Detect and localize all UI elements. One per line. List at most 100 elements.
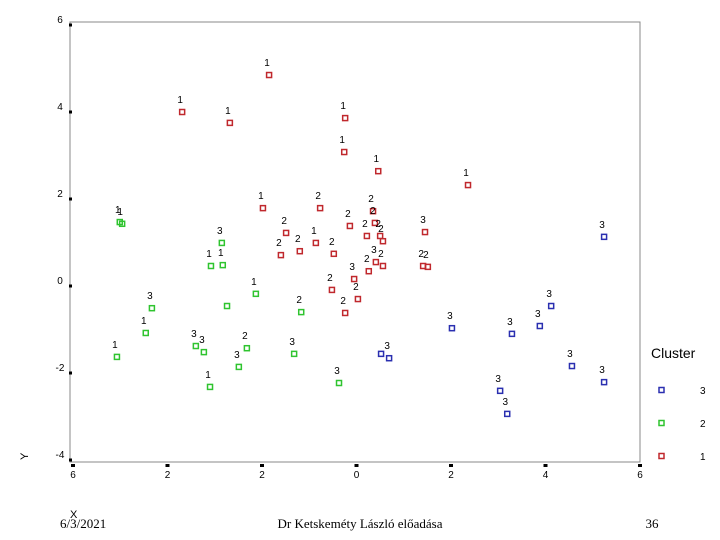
point-label: 2 — [375, 219, 381, 230]
point — [496, 387, 504, 395]
point — [282, 229, 290, 237]
point-label: 1 — [115, 205, 121, 216]
point-label: 1 — [112, 340, 118, 351]
point-label: 2 — [296, 295, 302, 306]
point — [379, 262, 387, 270]
point-label: 3 — [502, 397, 508, 408]
point-label: 1 — [258, 191, 264, 202]
legend-label: 2 — [700, 419, 706, 430]
y-tick-mark — [69, 458, 72, 462]
point — [235, 363, 243, 371]
point — [503, 410, 511, 418]
point — [330, 250, 338, 258]
point — [148, 304, 156, 312]
x-tick-label: 2 — [448, 470, 454, 481]
x-tick-label: 0 — [354, 470, 360, 481]
point — [363, 232, 371, 240]
y-tick-mark — [69, 284, 72, 288]
point — [508, 330, 516, 338]
point-label: 3 — [567, 349, 573, 360]
point-label: 1 — [463, 168, 469, 179]
point-label: 3 — [334, 366, 340, 377]
point-label: 2 — [418, 249, 424, 260]
point-label: 1 — [177, 95, 183, 106]
point-label: 1 — [218, 248, 224, 259]
point-label: 2 — [281, 216, 287, 227]
point — [369, 207, 377, 215]
point-label: 1 — [251, 277, 257, 288]
point — [568, 362, 576, 370]
x-tick-mark — [638, 464, 642, 467]
point-label: 3 — [495, 374, 501, 385]
point-label: 2 — [295, 234, 301, 245]
point-label: 2 — [368, 194, 374, 205]
point — [448, 324, 456, 332]
x-tick-label: 2 — [165, 470, 171, 481]
point — [290, 350, 298, 358]
x-tick-mark — [354, 464, 359, 467]
point-label: 2 — [242, 331, 248, 342]
point-label: 1 — [340, 101, 346, 112]
point — [328, 286, 336, 294]
y-tick-label: -2 — [56, 363, 65, 374]
point — [206, 383, 214, 391]
point — [192, 342, 200, 350]
point — [341, 114, 349, 122]
point-label: 2 — [378, 249, 384, 260]
x-tick-label: 6 — [637, 470, 643, 481]
legend-label: 3 — [700, 386, 706, 397]
point-label: 3 — [371, 245, 377, 256]
point-label: 3 — [217, 226, 223, 237]
point-label: 3 — [535, 309, 541, 320]
x-tick-mark — [543, 464, 548, 467]
point — [219, 261, 227, 269]
point — [316, 204, 324, 212]
footer-page: 36 — [646, 516, 660, 531]
point — [142, 329, 150, 337]
point-label: 1 — [206, 249, 212, 260]
x-tick-mark — [449, 464, 453, 467]
point — [354, 295, 362, 303]
point-label: 1 — [225, 106, 231, 117]
point — [277, 251, 285, 259]
point — [312, 239, 320, 247]
point — [600, 378, 608, 386]
point-label: 2 — [340, 296, 346, 307]
point — [385, 354, 393, 362]
x-tick-mark — [165, 464, 170, 467]
point — [296, 247, 304, 255]
point — [372, 258, 380, 266]
point-label: 3 — [199, 335, 205, 346]
point — [346, 222, 354, 230]
point — [379, 237, 387, 245]
point-label: 3 — [599, 220, 605, 231]
point-label: 3 — [349, 262, 355, 273]
point-label: 2 — [378, 224, 384, 235]
legend-label: 1 — [700, 452, 706, 463]
footer-author: Dr Ketskeméty László előadása — [278, 516, 443, 531]
y-tick-mark — [69, 23, 72, 27]
point — [265, 71, 273, 79]
point — [464, 181, 472, 189]
point — [547, 302, 555, 310]
legend-title: Cluster — [651, 345, 696, 361]
y-tick-mark — [69, 197, 72, 201]
point-label: 2 — [423, 250, 429, 261]
point-label: 1 — [264, 58, 270, 69]
point — [335, 379, 343, 387]
point-label: 2 — [370, 206, 376, 217]
point-label: 3 — [546, 289, 552, 300]
point-label: 2 — [329, 237, 335, 248]
point — [226, 119, 234, 127]
point — [350, 275, 358, 283]
point-label: 3 — [507, 317, 513, 328]
point — [371, 219, 379, 227]
point — [218, 239, 226, 247]
point — [200, 348, 208, 356]
point-label: 3 — [420, 215, 426, 226]
point-label: 2 — [353, 282, 359, 293]
point — [341, 309, 349, 317]
point — [243, 344, 251, 352]
point — [377, 350, 385, 358]
